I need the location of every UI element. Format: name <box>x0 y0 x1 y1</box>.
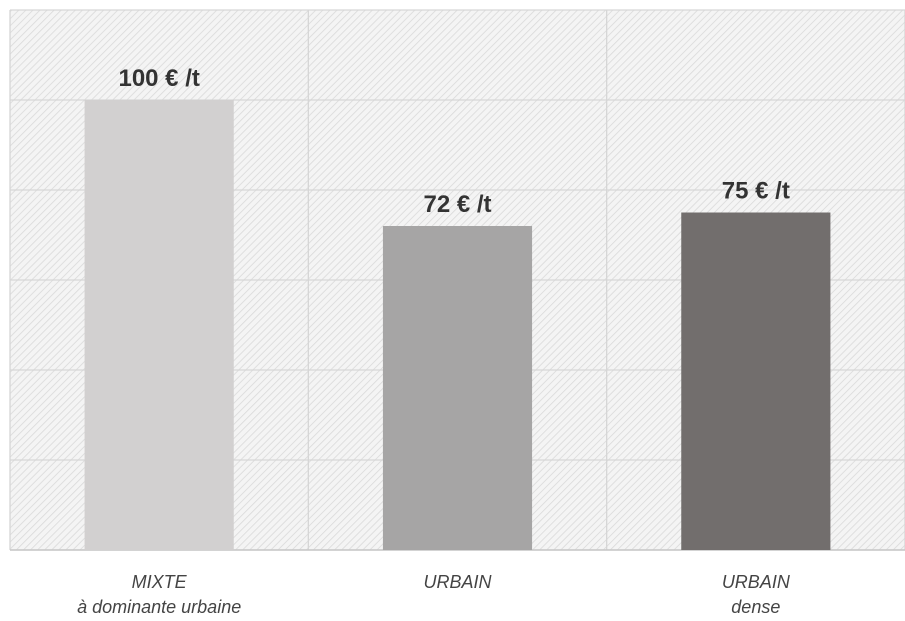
data-label-1: 100 € /t <box>118 65 199 92</box>
data-label-2: 72 € /t <box>423 191 491 218</box>
category-label-1-line-2: à dominante urbaine <box>77 597 241 617</box>
category-label-3-line-1: URBAIN <box>722 572 791 592</box>
bar-3 <box>681 212 831 550</box>
bar-2 <box>382 226 533 550</box>
bar-1 <box>84 100 234 550</box>
category-label-3-line-2: dense <box>731 597 780 617</box>
category-label-2-line-1: URBAIN <box>423 572 492 592</box>
data-label-3: 75 € /t <box>722 178 790 205</box>
bars <box>84 100 831 550</box>
category-label-1-line-1: MIXTE <box>132 572 188 592</box>
category-labels: MIXTE à dominante urbaine URBAIN URBAIN dens… <box>77 572 791 617</box>
data-labels: 100 € /t 72 € /t 75 € /t <box>118 65 789 218</box>
